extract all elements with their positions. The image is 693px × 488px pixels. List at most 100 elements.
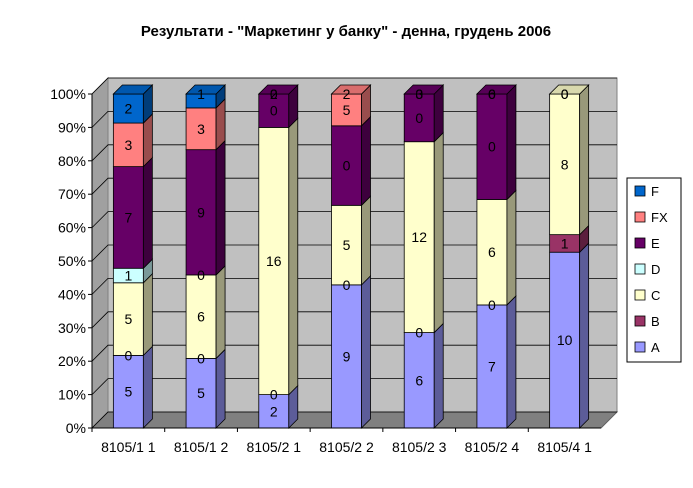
- bar-segment-fx: [112, 122, 144, 168]
- y-tick-label: 10%: [58, 387, 86, 403]
- legend-label-a: A: [651, 340, 660, 355]
- segment-value-label: 9: [343, 348, 351, 364]
- bar-segment-c: [331, 204, 362, 286]
- segment-value-label: 1: [561, 235, 569, 251]
- legend-label-fx: FX: [651, 210, 668, 225]
- segment-value-label: 3: [124, 137, 132, 153]
- legend-swatch-fx: [634, 211, 646, 223]
- bar-segment-e: [185, 149, 217, 276]
- segment-value-label: 5: [343, 102, 351, 118]
- segment-value-label: 6: [415, 372, 423, 388]
- bar-top-cap: [185, 84, 227, 95]
- bar-segment-side: [288, 117, 299, 396]
- legend-label-e: E: [651, 236, 660, 251]
- legend-swatch-c: [634, 289, 646, 301]
- segment-value-label: 0: [343, 158, 351, 174]
- y-tick-label: 90%: [58, 119, 86, 135]
- bar-segment-side: [142, 345, 153, 429]
- gridline: [91, 378, 617, 395]
- x-tick-label: 8105/2 4: [465, 439, 520, 455]
- bar-segment-a: [549, 251, 581, 429]
- x-tick-label: 8105/4 1: [537, 439, 592, 455]
- legend-swatch-b: [634, 315, 646, 327]
- bar-segment-side: [361, 195, 371, 286]
- bar-segment-c: [549, 93, 581, 236]
- bar-segment-side: [433, 84, 444, 143]
- segment-value-label: 0: [270, 86, 278, 102]
- x-tick-label: 8105/1 1: [101, 439, 156, 455]
- segment-value-label: 5: [197, 385, 205, 401]
- segment-labels-group: 5051732506093120160209050526012030706060…: [124, 86, 572, 419]
- bar-segment-side: [215, 139, 226, 276]
- chart-title: Результати - "Маркетинг у банку" - денна…: [141, 23, 551, 40]
- segment-value-label: 2: [124, 101, 132, 117]
- y-tick-label: 0%: [66, 420, 86, 436]
- segment-value-label: 0: [197, 350, 205, 366]
- bar-segment-side: [506, 189, 517, 306]
- y-tick-label: 100%: [50, 86, 86, 102]
- bar-segment-side: [142, 156, 153, 270]
- segment-value-label: 6: [197, 309, 205, 325]
- bar-segment-fx: [185, 107, 217, 151]
- bar-segment-f: [112, 93, 144, 124]
- bar-segment-side: [361, 115, 371, 207]
- segment-value-label: 2: [343, 86, 351, 102]
- axes-group: 0% 10% 20% 30% 40% 50% 60% 70% 80% 90% 100% 8105/1 …: [50, 86, 601, 455]
- gridline: [91, 244, 617, 262]
- segment-value-label: 8: [561, 156, 569, 172]
- gridline: [91, 411, 617, 429]
- gridline: [91, 177, 617, 195]
- segment-value-label: 10: [557, 332, 573, 348]
- y-tick-label: 20%: [58, 353, 86, 369]
- bar-segment-e: [403, 93, 435, 143]
- segment-value-label: 3: [415, 86, 423, 102]
- bar-top-cap: [475, 84, 517, 95]
- segment-value-label: 6: [488, 244, 496, 260]
- segment-value-label: 2: [270, 403, 278, 419]
- x-tick-label: 8105/2 3: [392, 439, 447, 455]
- segment-value-label: 9: [197, 204, 205, 220]
- y-tick-label: 60%: [58, 220, 86, 236]
- segment-value-label: 0: [415, 325, 423, 341]
- legend-label-b: B: [651, 314, 660, 329]
- segment-value-label: 0: [561, 86, 569, 102]
- legend-label-d: D: [651, 262, 660, 277]
- segment-value-label: 0: [488, 139, 496, 155]
- segment-value-label: 0: [488, 86, 496, 102]
- segment-value-label: 0: [270, 387, 278, 403]
- bar-segment-e: [258, 93, 290, 128]
- bar-segment-side: [433, 322, 444, 429]
- bar-segment-side: [361, 274, 371, 429]
- segment-value-label: 12: [411, 229, 427, 245]
- x-tick-label: 8105/2 1: [247, 439, 302, 455]
- bar-segment-side: [142, 272, 153, 357]
- y-tick-label: 40%: [58, 286, 86, 302]
- segment-value-label: 1: [124, 268, 132, 284]
- segment-value-label: 7: [124, 209, 132, 225]
- segment-value-label: 0: [561, 86, 569, 102]
- gridline: [91, 277, 617, 295]
- segment-value-label: 6: [488, 86, 496, 102]
- y-tick-label: 30%: [58, 320, 86, 336]
- y-tick-label: 80%: [58, 153, 86, 169]
- gridline: [91, 111, 617, 128]
- segment-value-label: 2: [270, 86, 278, 102]
- bar-segment-side: [215, 264, 226, 360]
- legend-swatch-d: [634, 263, 646, 275]
- bar-top-cap: [257, 84, 299, 95]
- bar-top-cap: [403, 84, 445, 95]
- segment-value-label: 5: [124, 384, 132, 400]
- segment-value-label: 0: [343, 277, 351, 293]
- legend-swatch-a: [634, 341, 646, 353]
- segment-value-label: 0: [270, 103, 278, 119]
- bars-group: [112, 84, 590, 429]
- x-tick-label: 8105/1 2: [174, 439, 229, 455]
- segment-value-label: 16: [266, 253, 282, 269]
- segment-value-label: 5: [343, 237, 351, 253]
- legend-label-c: C: [651, 288, 660, 303]
- bar-segment-side: [215, 348, 226, 429]
- legend-swatch-f: [634, 185, 646, 197]
